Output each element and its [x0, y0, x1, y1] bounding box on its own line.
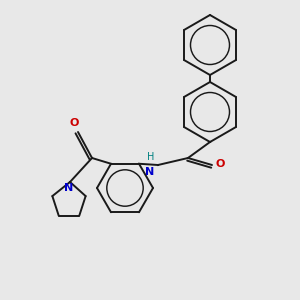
Text: N: N	[64, 183, 74, 193]
Text: O: O	[216, 159, 225, 169]
Text: N: N	[145, 167, 154, 177]
Text: H: H	[147, 152, 154, 163]
Text: O: O	[69, 118, 79, 128]
